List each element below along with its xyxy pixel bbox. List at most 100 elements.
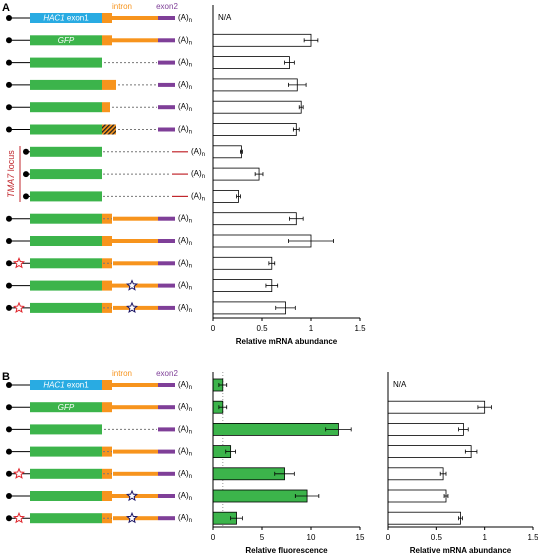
- cap: [6, 282, 12, 289]
- polya-subscript: n: [202, 174, 205, 180]
- exon1: [30, 380, 102, 390]
- polya-label: (A)n: [178, 258, 192, 268]
- error-bar: [236, 194, 241, 199]
- polya-label: (A)n: [178, 125, 192, 135]
- error-bar: [288, 239, 334, 243]
- polya-label: (A)n: [191, 147, 205, 157]
- bar: [387, 445, 472, 459]
- not-available: N/A: [393, 380, 407, 389]
- intron-5ss: [102, 491, 112, 501]
- polya-label: (A)n: [178, 380, 192, 390]
- intron: [112, 239, 158, 243]
- polya-text: (A): [178, 214, 189, 223]
- polya-text: (A): [191, 169, 202, 178]
- error-bar: [274, 471, 295, 476]
- bar: [212, 56, 290, 69]
- exon1-label: GFP: [58, 36, 75, 45]
- exon2: [158, 216, 175, 221]
- error-bar: [275, 305, 296, 310]
- cap: [6, 426, 12, 433]
- exon-word: exon1: [65, 14, 90, 23]
- cap: [6, 304, 12, 311]
- bar: [212, 212, 297, 226]
- cap: [6, 448, 12, 455]
- polya-text: (A): [178, 402, 189, 411]
- error-bar: [303, 38, 319, 43]
- bar: [387, 467, 444, 481]
- error-bar: [477, 405, 492, 410]
- exon2: [158, 261, 175, 266]
- polya-text: (A): [178, 303, 189, 312]
- cap: [6, 126, 12, 133]
- polya-subscript: n: [189, 40, 192, 46]
- error-bar: [289, 216, 304, 221]
- bar: [387, 489, 447, 503]
- exon2: [158, 516, 175, 521]
- exon2: [158, 427, 175, 432]
- polya-text: (A): [178, 380, 189, 389]
- x-tick-label: 0: [211, 324, 216, 333]
- exon1: [30, 124, 102, 135]
- cap: [6, 515, 12, 522]
- cap: [6, 104, 12, 111]
- panel-label: B: [2, 371, 10, 383]
- polya-label: (A)n: [178, 214, 192, 224]
- exon2: [158, 305, 175, 310]
- bar: [212, 467, 285, 481]
- polya-label: (A)n: [178, 469, 192, 479]
- polya-label: (A)n: [178, 281, 192, 291]
- exon2: [158, 494, 175, 498]
- polya-label: (A)n: [178, 513, 192, 523]
- polya-subscript: n: [189, 218, 192, 224]
- error-bar: [464, 449, 478, 454]
- exon2: [158, 405, 175, 410]
- exon1: [30, 35, 102, 46]
- intron: [112, 38, 158, 43]
- polya-subscript: n: [189, 496, 192, 502]
- polya-subscript: n: [189, 129, 192, 135]
- polya-subscript: n: [189, 407, 192, 413]
- exon2-label: exon2: [156, 2, 178, 11]
- bar: [212, 78, 298, 92]
- exon1: [30, 79, 102, 90]
- intron-star: [126, 511, 138, 524]
- intron-star: [126, 489, 138, 502]
- intron-star: [126, 301, 138, 314]
- polya-text: (A): [178, 491, 189, 500]
- exon1: [30, 102, 102, 113]
- bar: [212, 189, 239, 203]
- polya-text: (A): [178, 236, 189, 245]
- exon1: [30, 402, 102, 413]
- exon1: [30, 302, 102, 313]
- error-bar: [294, 494, 320, 498]
- cap: [6, 382, 12, 388]
- bar: [212, 256, 273, 270]
- bar: [212, 123, 297, 136]
- bar: [212, 145, 242, 159]
- bar: [212, 489, 308, 503]
- error-bar: [439, 471, 447, 476]
- exon1: [30, 213, 102, 224]
- intron: [112, 16, 158, 20]
- error-bar: [265, 283, 279, 288]
- polya-label: (A)n: [178, 236, 192, 246]
- cap: [6, 404, 12, 411]
- exon1: [30, 13, 102, 23]
- error-bar: [218, 405, 228, 410]
- error-bar: [325, 427, 352, 432]
- cap: [6, 260, 12, 267]
- exon1: [30, 424, 102, 435]
- error-bar: [298, 105, 304, 110]
- polya-text: (A): [178, 425, 189, 434]
- bar: [212, 167, 260, 181]
- exon-word: exon1: [65, 381, 90, 390]
- exon1-label: GFP: [58, 403, 75, 412]
- exon2: [158, 283, 175, 288]
- exon2: [158, 127, 175, 132]
- polya-text: (A): [178, 13, 189, 22]
- intron-5ss: [102, 79, 116, 90]
- error-bar: [443, 494, 449, 498]
- locus-label: TMA7 locus: [6, 150, 16, 198]
- polya-subscript: n: [189, 263, 192, 269]
- intron-label: intron: [112, 369, 132, 378]
